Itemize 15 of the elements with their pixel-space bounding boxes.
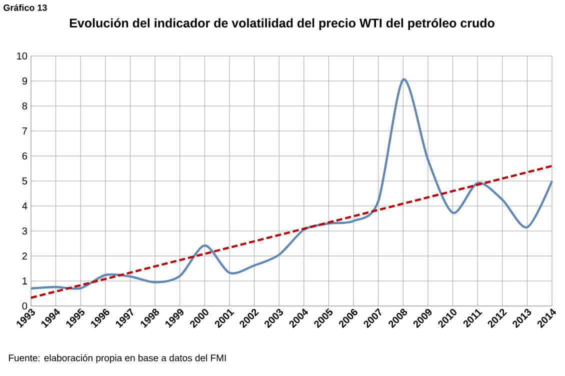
chart-title: Evolución del indicador de volatilidad del precio WTI del petróleo crudo — [70, 18, 494, 30]
line-series — [30, 78, 554, 290]
y-tick-label: 1 — [22, 278, 27, 284]
y-tick-label: 7 — [22, 128, 27, 134]
y-tick-label: 5 — [22, 178, 28, 184]
y-tick-label: 2 — [22, 252, 27, 260]
y-tick-label: 9 — [22, 77, 28, 85]
text: Gráfico 13 — [4, 4, 47, 11]
y-tick-label: 4 — [22, 202, 28, 210]
source-note: Fuente: elaboración propia en base a datos del FMI — [8, 354, 226, 364]
y-tick-label: 0 — [22, 302, 28, 310]
y-tick-label: 8 — [22, 102, 28, 110]
y-tick-label: 6 — [22, 152, 28, 160]
y-tick-label: 3 — [22, 227, 28, 235]
y-tick-label: 10 — [17, 52, 28, 60]
